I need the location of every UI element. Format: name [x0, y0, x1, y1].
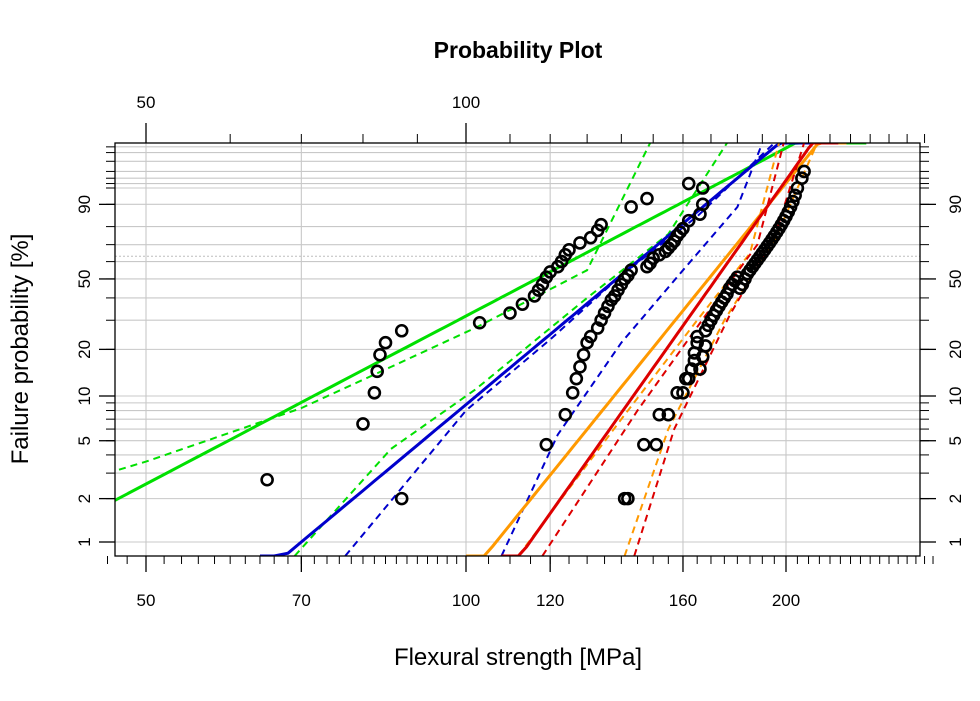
data-point — [569, 371, 584, 386]
y-tick-label: 1 — [75, 537, 94, 546]
data-point — [681, 213, 696, 228]
axis-ticks: 50 70 100 120 160 200 50 100 1 1 2 2 5 5 10 10 20 20 50 50 9… — [75, 93, 965, 610]
data-point — [670, 385, 684, 400]
data-point — [597, 306, 612, 320]
data-point — [681, 176, 696, 191]
data-point — [684, 362, 699, 376]
x-tick-label: 50 — [137, 591, 156, 610]
data-point — [788, 188, 802, 203]
y-tick-label-right: 20 — [946, 340, 965, 359]
data-point — [503, 306, 517, 320]
y-tick-label-right: 10 — [946, 387, 965, 406]
data-point — [378, 335, 393, 350]
x-tick-label: 120 — [536, 591, 564, 610]
confidence-upper-3 — [541, 143, 785, 556]
y-tick-label: 2 — [75, 494, 94, 503]
x-top-tick-label: 100 — [452, 93, 480, 112]
y-axis-label: Failure probability [%] — [7, 234, 34, 465]
data-point — [637, 437, 651, 452]
data-point — [394, 323, 409, 338]
confidence-lower-3 — [633, 143, 806, 556]
data-point — [472, 315, 487, 330]
data-point — [576, 347, 591, 362]
data-point — [590, 321, 605, 335]
x-top-tick-label: 50 — [137, 93, 156, 112]
data-point — [695, 181, 710, 195]
data-point — [617, 272, 632, 286]
y-tick-label: 5 — [75, 436, 94, 445]
data-point — [698, 339, 713, 353]
data-point — [394, 491, 409, 506]
data-point — [621, 491, 635, 506]
data-point — [565, 385, 580, 400]
data-point — [573, 360, 587, 374]
data-point — [676, 385, 690, 400]
data-point — [539, 437, 554, 452]
confidence-lower-1 — [500, 143, 764, 556]
data-points — [260, 164, 811, 506]
data-point — [583, 329, 598, 344]
x-axis-label: Flexural strength [MPa] — [394, 644, 642, 671]
y-tick-label-right: 90 — [946, 195, 965, 214]
data-point — [260, 472, 274, 487]
data-point — [367, 385, 382, 400]
data-point — [370, 364, 384, 379]
data-point — [695, 197, 710, 212]
data-point — [649, 437, 664, 452]
x-tick-label: 70 — [292, 591, 311, 610]
fit-line-2 — [466, 143, 847, 556]
y-tick-label: 10 — [75, 387, 94, 406]
data-point — [624, 200, 638, 214]
data-point — [515, 297, 530, 311]
data-point — [693, 362, 707, 376]
y-tick-label: 90 — [75, 195, 94, 214]
y-tick-label-right: 1 — [946, 537, 965, 546]
x-tick-label: 100 — [452, 591, 480, 610]
data-point — [640, 191, 654, 206]
confidence-lower-2 — [623, 143, 819, 556]
data-point — [594, 313, 608, 328]
data-point — [624, 263, 638, 277]
data-point — [562, 242, 576, 257]
y-tick-label: 20 — [75, 340, 94, 359]
y-tick-label: 50 — [75, 269, 94, 288]
data-point — [594, 217, 608, 232]
data-point — [558, 407, 573, 422]
data-point — [652, 407, 667, 422]
data-point — [661, 407, 676, 422]
data-point — [554, 254, 569, 269]
chart-title: Probability Plot — [434, 37, 603, 63]
data-point — [356, 417, 370, 431]
y-tick-label-right: 2 — [946, 494, 965, 503]
y-tick-label-right: 50 — [946, 269, 965, 288]
grid — [115, 143, 920, 556]
data-point — [640, 259, 654, 274]
data-point — [795, 171, 809, 186]
confidence-upper-2 — [517, 143, 780, 556]
confidence-upper-1 — [344, 143, 775, 556]
fit-line-0 — [115, 143, 867, 502]
confidence-upper-0 — [115, 143, 651, 472]
data-point — [786, 194, 800, 209]
x-tick-label: 200 — [772, 591, 800, 610]
data-point — [573, 236, 587, 250]
data-point — [583, 230, 598, 245]
data-point — [797, 164, 811, 179]
y-tick-label-right: 5 — [946, 436, 965, 445]
x-tick-label: 160 — [669, 591, 697, 610]
data-point — [373, 347, 387, 362]
